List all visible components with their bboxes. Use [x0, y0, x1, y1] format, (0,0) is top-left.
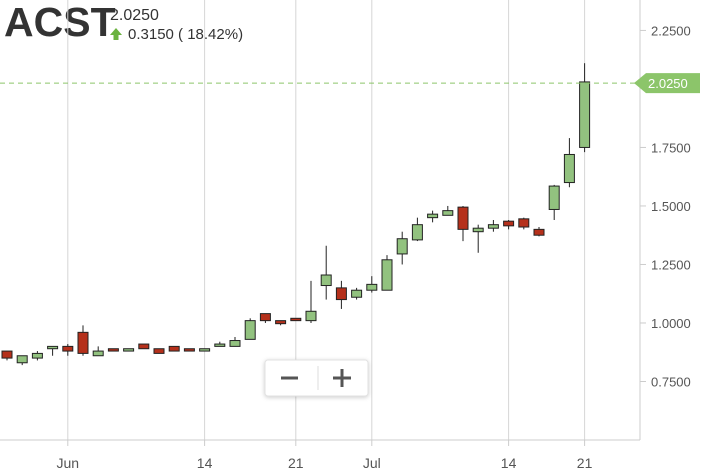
- candle-body: [153, 348, 165, 354]
- candle-body: [381, 259, 393, 291]
- zoom-controls: [264, 359, 369, 397]
- candle-body: [457, 206, 469, 230]
- zoom-in[interactable]: [333, 369, 351, 387]
- candle-body: [275, 320, 287, 325]
- candle-body: [107, 348, 119, 352]
- x-tick-label: Jun: [57, 455, 80, 471]
- candle-body: [503, 220, 515, 227]
- candle-body: [31, 352, 43, 359]
- x-tick-label: 14: [197, 455, 213, 471]
- candle-body: [244, 320, 256, 340]
- price: 2.0250: [110, 7, 159, 24]
- candle-body: [138, 343, 150, 350]
- last-price-tag: [634, 73, 700, 94]
- y-tick-label: 1.0000: [651, 316, 691, 331]
- y-tick-label: 1.7500: [651, 140, 691, 155]
- x-tick-label: Jul: [363, 455, 381, 471]
- candle-body: [396, 238, 408, 255]
- x-tick-label: 14: [501, 455, 517, 471]
- candle-body: [411, 224, 423, 241]
- x-tick-label: 21: [288, 455, 304, 471]
- candle-body: [183, 348, 195, 352]
- candle-body: [472, 227, 484, 233]
- y-tick-label: 1.5000: [651, 199, 691, 214]
- candle-body: [1, 350, 13, 359]
- candle-body: [214, 343, 226, 347]
- candle-body: [442, 210, 454, 216]
- candle-body: [305, 310, 317, 322]
- zoom-box: [264, 359, 369, 397]
- candle-body: [427, 213, 439, 219]
- candle-body: [259, 313, 271, 322]
- y-tick-label: 0.7500: [651, 374, 691, 389]
- candle-body: [548, 185, 560, 210]
- ticker: ACST: [4, 0, 116, 45]
- candle-body: [199, 348, 211, 352]
- candle-body: [335, 287, 347, 301]
- candle-body: [16, 355, 28, 364]
- candle-body: [487, 224, 499, 229]
- last-price-label: 2.0250: [648, 76, 688, 91]
- candle-body: [366, 283, 378, 291]
- candle-body: [533, 228, 545, 236]
- candle-body: [229, 340, 241, 347]
- x-tick-label: 21: [577, 455, 593, 471]
- candle-body: [351, 289, 363, 298]
- candle-body: [290, 317, 302, 322]
- candle-body: [62, 345, 74, 352]
- candle-body: [518, 218, 530, 228]
- change: 0.3150 ( 18.42%): [128, 26, 243, 43]
- candle-body: [77, 331, 89, 354]
- candle-body: [47, 345, 59, 350]
- y-tick-label: 2.2500: [651, 23, 691, 38]
- candle-body: [320, 274, 332, 287]
- candle-body: [579, 81, 591, 148]
- candle-body: [168, 345, 180, 352]
- y-tick-label: 1.2500: [651, 257, 691, 272]
- candle-body: [563, 153, 575, 184]
- up-arrow: [110, 28, 122, 40]
- candle-body: [92, 350, 104, 357]
- candle-body: [123, 348, 135, 352]
